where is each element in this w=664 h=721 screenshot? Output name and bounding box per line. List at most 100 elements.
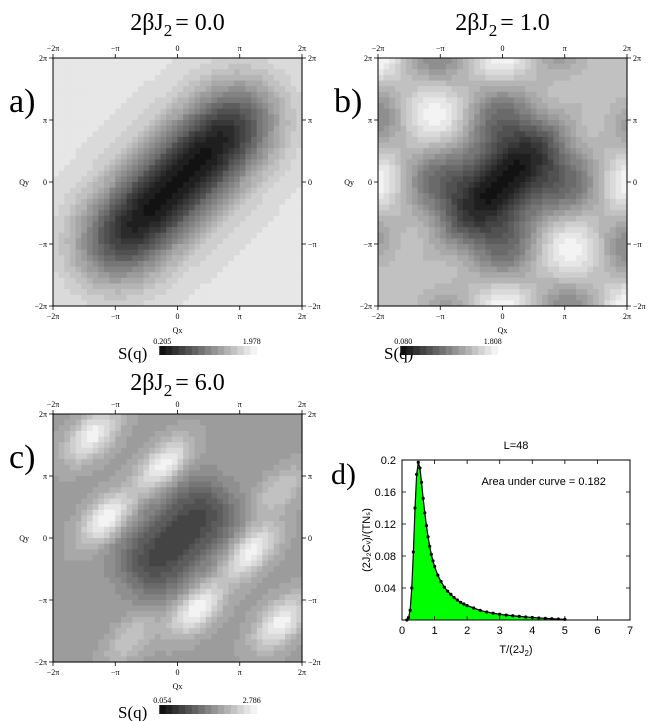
heatmap-cell <box>513 170 521 177</box>
heatmap-cell <box>256 108 263 115</box>
heatmap-cell <box>217 103 224 110</box>
heatmap-cell <box>86 170 94 177</box>
heatmap-cell <box>81 153 88 161</box>
heatmap-cell <box>502 170 509 177</box>
heatmap-cell <box>120 249 128 256</box>
heatmap-cell <box>423 249 430 256</box>
heatmap-cell <box>547 294 555 301</box>
heatmap-cell <box>598 244 605 251</box>
heatmap-cell <box>581 277 588 285</box>
heatmap-cell <box>428 266 436 273</box>
heatmap-cell <box>92 459 99 466</box>
heatmap-cell <box>115 425 122 432</box>
heatmap-cell <box>251 74 258 82</box>
heatmap-cell <box>296 193 303 200</box>
heatmap-cell <box>279 227 286 234</box>
heatmap-cell <box>98 639 105 646</box>
heatmap-cell <box>245 300 252 307</box>
heatmap-cell <box>423 232 430 239</box>
heatmap-cell <box>69 108 77 115</box>
heatmap-cell <box>519 187 526 194</box>
heatmap-cell <box>149 58 156 65</box>
heatmap-cell <box>502 114 509 121</box>
heatmap-cell <box>115 136 122 144</box>
heatmap-cell <box>103 554 111 562</box>
heatmap-cell <box>542 148 549 155</box>
heatmap-cell <box>621 159 628 166</box>
heatmap-cell <box>525 300 532 307</box>
heatmap-cell <box>98 577 105 584</box>
heatmap-cell <box>378 187 385 194</box>
heatmap-cell <box>615 232 622 239</box>
heatmap-cell <box>137 289 145 296</box>
heatmap-cell <box>417 193 424 200</box>
heatmap-cell <box>132 153 139 161</box>
heatmap-cell <box>166 470 173 477</box>
heatmap-cell <box>234 58 241 65</box>
heatmap-cell <box>542 272 549 279</box>
heatmap-cell <box>126 566 133 573</box>
heatmap-cell <box>177 453 184 460</box>
heatmap-cell <box>479 58 487 65</box>
heatmap-cell <box>445 159 453 166</box>
heatmap-cell <box>451 131 458 138</box>
heatmap-cell <box>519 244 526 251</box>
heatmap-cell <box>604 215 611 223</box>
heatmap-cell <box>576 198 583 206</box>
heatmap-cell <box>132 560 139 567</box>
heatmap-cell <box>251 238 258 245</box>
heatmap-cell <box>389 170 396 177</box>
heatmap-cell <box>81 605 88 612</box>
heatmap-cell <box>502 232 509 239</box>
heatmap-cell <box>160 227 167 234</box>
heatmap-cell <box>200 97 207 104</box>
heatmap-cell <box>598 136 605 144</box>
heatmap-cell <box>103 198 111 206</box>
heatmap-cell <box>290 249 297 256</box>
heatmap-cell <box>273 193 280 200</box>
heatmap-cell <box>81 583 88 590</box>
heatmap-cell <box>570 249 577 256</box>
heatmap-cell <box>581 91 588 99</box>
heatmap-cell <box>171 91 179 99</box>
heatmap-cell <box>406 221 413 228</box>
heatmap-cell <box>587 210 594 217</box>
heatmap-cell <box>58 204 65 211</box>
heatmap-cell <box>171 69 179 76</box>
heatmap-cell <box>598 283 605 290</box>
heatmap-cell <box>160 554 167 562</box>
heatmap-cell <box>143 566 150 573</box>
heatmap-cell <box>513 74 521 82</box>
heatmap-cell <box>564 103 572 110</box>
heatmap-cell <box>621 86 628 93</box>
heatmap-cell <box>440 165 447 172</box>
heatmap-cell <box>547 103 555 110</box>
heatmap-cell <box>434 86 441 93</box>
heatmap-cell <box>378 244 385 251</box>
heatmap-cell <box>513 300 521 307</box>
heatmap-cell <box>126 125 133 132</box>
heatmap-cell <box>194 289 201 296</box>
heatmap-cell <box>228 125 235 132</box>
heatmap-cell <box>428 86 436 93</box>
heatmap-cell <box>273 244 280 251</box>
heatmap-cell <box>53 165 60 172</box>
heatmap-cell <box>406 159 413 166</box>
heatmap-cell <box>194 232 201 239</box>
heatmap-cell <box>598 227 605 234</box>
heatmap-cell <box>615 249 622 256</box>
heatmap-cell <box>81 91 88 99</box>
heatmap-cell <box>69 294 77 301</box>
heatmap-cell <box>428 210 436 217</box>
heatmap-cell <box>474 300 481 307</box>
heatmap-cell <box>75 481 82 488</box>
heatmap-cell <box>519 266 526 273</box>
heatmap-cell <box>177 521 184 528</box>
heatmap-cell <box>530 198 538 206</box>
heatmap-cell <box>542 91 549 99</box>
heatmap-cell <box>98 260 105 268</box>
heatmap-cell <box>86 459 94 466</box>
heatmap-cell <box>228 114 235 121</box>
heatmap-cell <box>120 165 128 172</box>
